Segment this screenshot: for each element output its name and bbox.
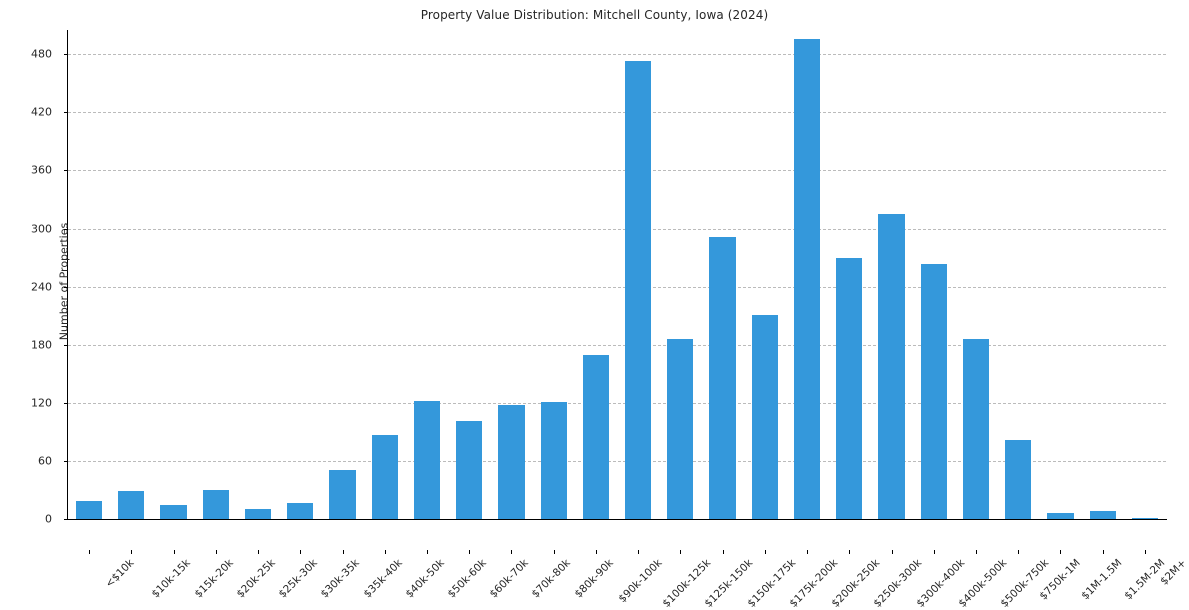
y-tick-mark [64,402,68,404]
x-tick-mark [469,550,471,554]
x-tick-mark [933,550,935,554]
bar[interactable] [836,257,863,519]
x-tick-mark [342,550,344,554]
x-tick-mark [173,550,175,554]
y-tick-mark [64,519,68,520]
bar[interactable] [371,434,398,519]
x-tick-mark [849,550,851,554]
bar[interactable] [1047,513,1074,519]
bar[interactable] [878,213,905,519]
bar[interactable] [793,38,821,519]
y-tick-label: 480 [31,47,52,61]
x-tick-mark [595,550,597,554]
x-tick-mark [891,550,893,554]
x-tick-label: $80k-90k [572,557,616,601]
y-axis-line [67,30,68,520]
x-tick-label: <$10k [103,557,137,591]
x-tick-label: $1M-1.5M [1079,557,1125,603]
x-tick-mark [131,550,133,554]
x-tick-label: $30k-35k [318,557,363,601]
gridline [68,170,1166,172]
x-tick-mark [1018,550,1020,554]
y-tick-label: 420 [31,105,52,119]
y-tick-label: 180 [31,338,52,352]
x-tick-mark [764,550,766,554]
x-tick-label: $60k-70k [487,557,532,601]
x-tick-mark [426,550,428,554]
bar[interactable] [962,338,990,519]
x-tick-label: $40k-50k [403,557,447,601]
bar[interactable] [160,505,187,519]
bar[interactable] [920,264,947,519]
y-tick-mark [64,228,68,230]
bar[interactable] [498,404,525,519]
y-tick-label: 240 [31,280,52,294]
bar[interactable] [1131,518,1158,519]
bar[interactable] [667,338,694,519]
x-tick-mark [89,550,91,554]
x-tick-mark [975,550,977,554]
y-tick-mark [64,54,68,56]
bar[interactable] [582,355,609,519]
x-tick-mark [722,550,724,554]
y-tick-label: 60 [38,454,52,468]
y-tick-mark [64,286,68,288]
bar[interactable] [202,489,229,519]
gridline [68,402,1166,404]
plot-area: Number of Properties 0 60 120 180 240 300 360 4… [31,30,1189,610]
x-tick-mark [553,550,555,554]
bar[interactable] [287,502,314,519]
bar[interactable] [540,401,567,519]
y-tick-mark [64,170,68,172]
x-tick-label: $35k-40k [360,557,405,601]
bar[interactable] [751,314,778,519]
bar[interactable] [456,421,483,519]
x-tick-mark [1060,550,1062,554]
x-tick-mark [638,550,640,554]
x-tick-mark [511,550,513,554]
x-tick-mark [258,550,260,554]
bar[interactable] [1089,511,1116,519]
y-tick-label: 120 [31,396,52,410]
chart-title: Property Value Distribution: Mitchell Co… [420,8,769,22]
gridline [68,344,1166,346]
bar[interactable] [1005,439,1032,519]
chart-figure: Property Value Distribution: Mitchell Co… [31,8,1189,610]
y-tick-label: 300 [31,222,52,235]
x-tick-mark [384,550,386,554]
bar[interactable] [244,509,272,519]
gridline [68,54,1166,56]
y-axis-label: Number of Properties [57,222,71,341]
bar[interactable] [76,500,103,519]
y-tick-mark [64,344,68,346]
gridline [68,228,1166,230]
x-tick-label: $15k-20k [192,557,236,601]
x-tick-mark [300,550,302,554]
x-tick-label: $20k-25k [234,557,278,601]
bar[interactable] [625,61,652,519]
x-tick-mark [807,550,809,554]
gridline [68,112,1166,114]
bar[interactable] [413,400,441,519]
gridline [68,286,1166,288]
y-tick-label: 360 [31,163,52,177]
y-tick-mark [64,460,68,462]
x-tick-mark [680,550,682,554]
bar[interactable] [329,469,356,519]
gridline [68,460,1166,462]
x-tick-mark [1102,550,1104,554]
x-tick-label: $70k-80k [529,557,574,601]
bar[interactable] [118,490,145,519]
bar[interactable] [709,237,736,519]
x-tick-label: $25k-30k [276,557,320,601]
x-axis-line [67,519,1167,521]
x-tick-mark [1144,550,1146,554]
x-tick-label: $10k-15k [149,557,194,601]
x-tick-mark [215,550,217,554]
x-tick-label: $90k-100k [616,557,665,606]
y-tick-mark [64,112,68,114]
y-tick-label: 0 [45,512,52,526]
x-tick-label: $50k-60k [445,557,489,601]
